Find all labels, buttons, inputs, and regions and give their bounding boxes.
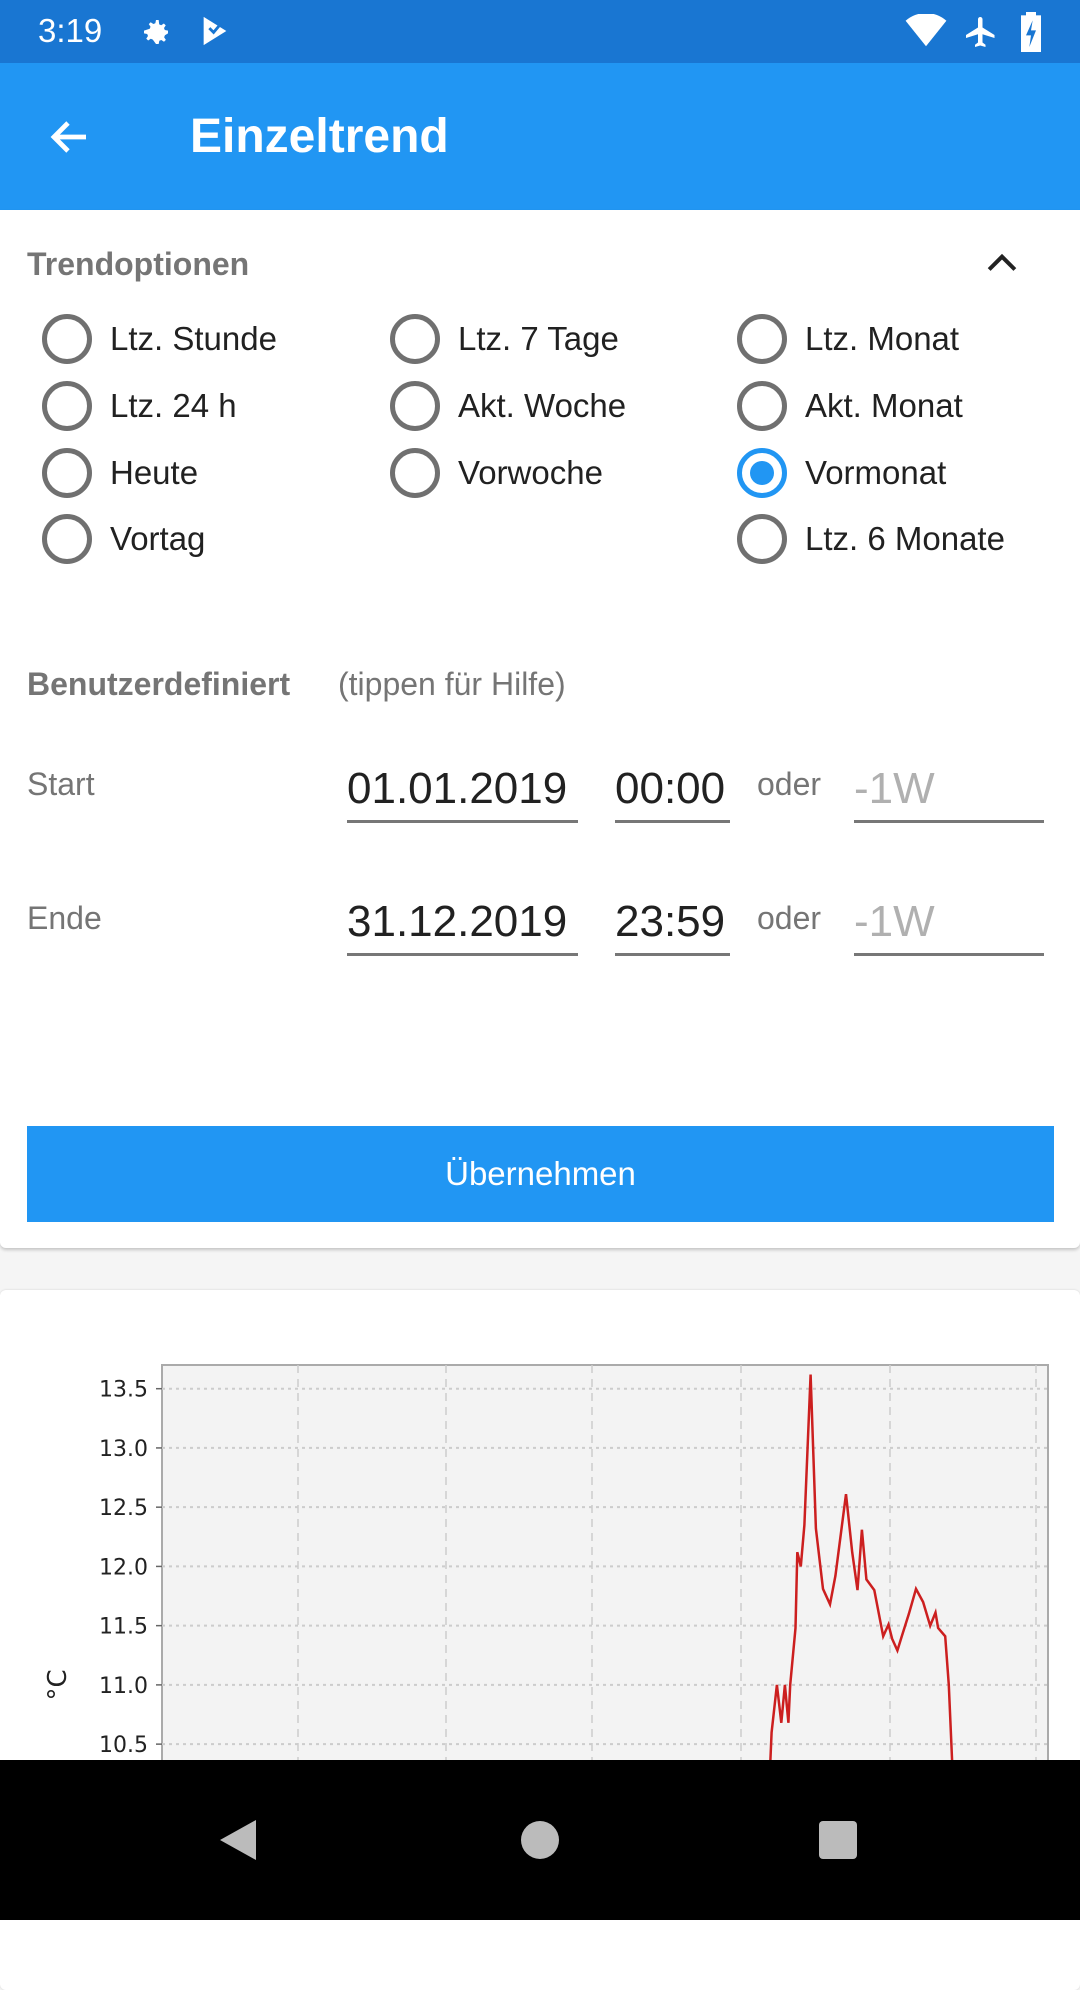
y-tick-label: 13.0: [99, 1437, 148, 1462]
radio-checked-icon[interactable]: [737, 448, 787, 498]
y-tick-label: 12.0: [99, 1555, 148, 1580]
back-triangle-icon[interactable]: [216, 1816, 260, 1864]
y-tick-label: 12.5: [99, 1496, 148, 1521]
end-or-label: oder: [757, 900, 822, 936]
gear-icon: [144, 20, 168, 44]
y-tick-label: 11.5: [99, 1615, 148, 1640]
section-title: Trendoptionen: [27, 246, 250, 282]
end-time-field[interactable]: 23:59: [615, 896, 730, 956]
recents-square-icon[interactable]: [818, 1820, 858, 1860]
radio-label: Akt. Monat: [805, 387, 963, 424]
radio-option[interactable]: Ltz. 6 Monate: [737, 511, 1005, 567]
home-circle-icon[interactable]: [520, 1820, 560, 1860]
help-hint-link[interactable]: (tippen für Hilfe): [338, 666, 566, 702]
radio-label: Vorwoche: [458, 454, 603, 491]
start-or-label: oder: [757, 766, 822, 802]
radio-unchecked-icon[interactable]: [737, 514, 787, 564]
chevron-up-icon[interactable]: [980, 242, 1024, 286]
y-tick-label: 10.5: [99, 1733, 148, 1758]
radio-unchecked-icon[interactable]: [42, 381, 92, 431]
radio-option[interactable]: Heute: [42, 445, 198, 501]
y-tick-label: 13.5: [99, 1378, 148, 1403]
radio-unchecked-icon[interactable]: [737, 314, 787, 364]
radio-unchecked-icon[interactable]: [42, 448, 92, 498]
start-relative-field[interactable]: -1W: [854, 763, 1044, 823]
radio-unchecked-icon[interactable]: [390, 314, 440, 364]
radio-label: Ltz. 6 Monate: [805, 520, 1005, 557]
start-time-field[interactable]: 00:00: [615, 763, 730, 823]
radio-option[interactable]: Vortag: [42, 511, 205, 567]
airplane-icon: [966, 17, 995, 47]
radio-label: Vortag: [110, 520, 206, 557]
start-label: Start: [27, 766, 95, 802]
start-date-field[interactable]: 01.01.2019: [347, 763, 578, 823]
y-tick-label: 11.0: [99, 1674, 148, 1699]
radio-option[interactable]: Vormonat: [737, 445, 946, 501]
radio-label: Vormonat: [805, 454, 947, 491]
status-bar: 3:19: [0, 0, 1080, 63]
navigation-bar: [0, 1760, 1080, 1920]
status-time: 3:19: [38, 12, 103, 49]
arrow-left-icon[interactable]: [46, 113, 94, 161]
radio-option[interactable]: Ltz. Monat: [737, 311, 959, 367]
radio-label: Heute: [110, 454, 199, 491]
end-relative-field[interactable]: -1W: [854, 896, 1044, 956]
apply-button[interactable]: Übernehmen: [27, 1126, 1054, 1222]
radio-unchecked-icon[interactable]: [390, 448, 440, 498]
end-date-field[interactable]: 31.12.2019: [347, 896, 578, 956]
radio-option[interactable]: Akt. Monat: [737, 378, 963, 434]
radio-option[interactable]: Ltz. Stunde: [42, 311, 277, 367]
radio-unchecked-icon[interactable]: [390, 381, 440, 431]
trend-options-card: Trendoptionen Ltz. Stunde Ltz. 24 h Heute V…: [0, 210, 1080, 1248]
page-title: Einzeltrend: [190, 110, 449, 163]
radio-label: Ltz. Monat: [805, 320, 960, 357]
radio-unchecked-icon[interactable]: [42, 314, 92, 364]
end-label: Ende: [27, 900, 102, 936]
y-axis-label: °C: [43, 1669, 73, 1700]
wifi-icon: [905, 14, 947, 47]
radio-unchecked-icon[interactable]: [42, 514, 92, 564]
radio-label: Ltz. Stunde: [110, 320, 277, 357]
battery-charging-icon: [1021, 12, 1041, 52]
radio-label: Akt. Woche: [458, 387, 627, 424]
play-protect-icon: [203, 16, 227, 46]
custom-title: Benutzerdefiniert: [27, 666, 291, 702]
radio-option[interactable]: Akt. Woche: [390, 378, 626, 434]
radio-label: Ltz. 7 Tage: [458, 320, 619, 357]
radio-option[interactable]: Ltz. 7 Tage: [390, 311, 619, 367]
radio-unchecked-icon[interactable]: [737, 381, 787, 431]
app-bar: Einzeltrend: [0, 63, 1080, 210]
radio-label: Ltz. 24 h: [110, 387, 237, 424]
radio-option[interactable]: Vorwoche: [390, 445, 603, 501]
radio-option[interactable]: Ltz. 24 h: [42, 378, 237, 434]
